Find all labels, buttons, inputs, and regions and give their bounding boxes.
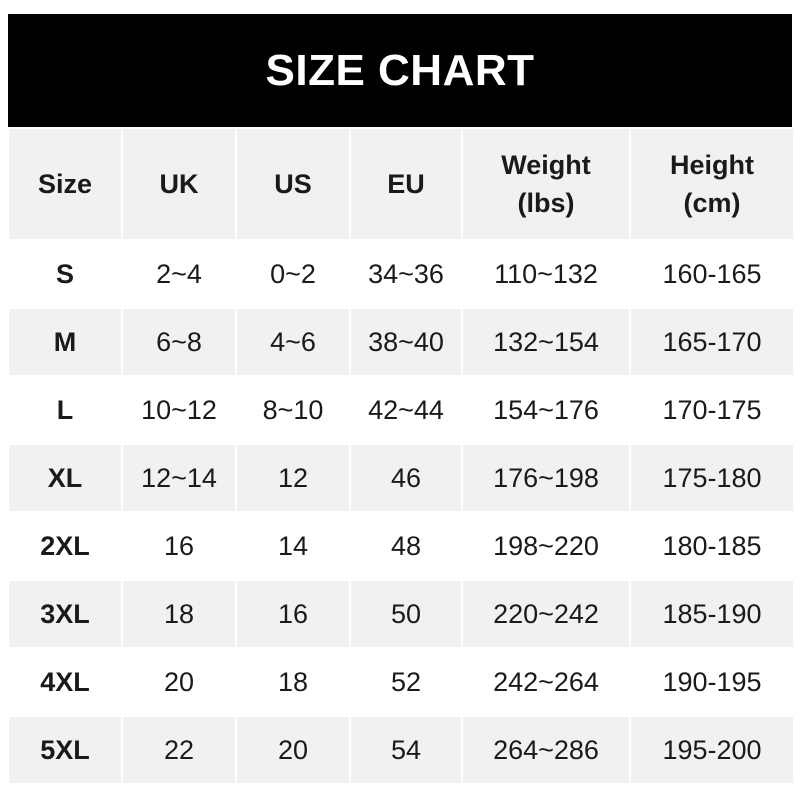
- cell-us: 4~6: [237, 309, 349, 375]
- column-header-label: US: [274, 169, 312, 199]
- cell-us: 18: [237, 649, 349, 715]
- cell-uk: 16: [123, 513, 235, 579]
- column-header-us: US: [237, 129, 349, 239]
- cell-eu: 54: [351, 717, 461, 783]
- cell-uk: 22: [123, 717, 235, 783]
- cell-eu: 52: [351, 649, 461, 715]
- table-row: M 6~8 4~6 38~40 132~154 165-170: [9, 309, 793, 375]
- cell-uk: 2~4: [123, 241, 235, 307]
- table-row: 4XL 20 18 52 242~264 190-195: [9, 649, 793, 715]
- cell-us: 8~10: [237, 377, 349, 443]
- cell-uk: 6~8: [123, 309, 235, 375]
- cell-weight: 242~264: [463, 649, 629, 715]
- cell-weight: 264~286: [463, 717, 629, 783]
- cell-weight: 154~176: [463, 377, 629, 443]
- table-row: S 2~4 0~2 34~36 110~132 160-165: [9, 241, 793, 307]
- table-row: XL 12~14 12 46 176~198 175-180: [9, 445, 793, 511]
- cell-uk: 12~14: [123, 445, 235, 511]
- cell-eu: 34~36: [351, 241, 461, 307]
- header-row: Size UK US EU Weight (lbs) Height (cm): [9, 129, 793, 239]
- cell-uk: 10~12: [123, 377, 235, 443]
- column-header-weight: Weight (lbs): [463, 129, 629, 239]
- column-header-height: Height (cm): [631, 129, 793, 239]
- cell-size: XL: [9, 445, 121, 511]
- column-header-eu: EU: [351, 129, 461, 239]
- cell-eu: 48: [351, 513, 461, 579]
- cell-height: 195-200: [631, 717, 793, 783]
- column-header-size: Size: [9, 129, 121, 239]
- cell-weight: 220~242: [463, 581, 629, 647]
- cell-uk: 20: [123, 649, 235, 715]
- cell-height: 170-175: [631, 377, 793, 443]
- cell-size: 4XL: [9, 649, 121, 715]
- size-chart-title: SIZE CHART: [8, 14, 792, 127]
- cell-height: 180-185: [631, 513, 793, 579]
- column-header-uk: UK: [123, 129, 235, 239]
- column-header-unit: (lbs): [517, 188, 575, 218]
- cell-height: 160-165: [631, 241, 793, 307]
- column-header-label: EU: [387, 169, 425, 199]
- cell-eu: 38~40: [351, 309, 461, 375]
- cell-size: 5XL: [9, 717, 121, 783]
- cell-weight: 176~198: [463, 445, 629, 511]
- size-chart-table: Size UK US EU Weight (lbs) Height (cm) S 2~4 0~2 3…: [7, 127, 795, 785]
- column-header-unit: (cm): [683, 188, 741, 218]
- cell-us: 16: [237, 581, 349, 647]
- table-row: 2XL 16 14 48 198~220 180-185: [9, 513, 793, 579]
- cell-us: 14: [237, 513, 349, 579]
- cell-height: 190-195: [631, 649, 793, 715]
- cell-eu: 50: [351, 581, 461, 647]
- cell-size: M: [9, 309, 121, 375]
- cell-weight: 110~132: [463, 241, 629, 307]
- cell-height: 165-170: [631, 309, 793, 375]
- cell-uk: 18: [123, 581, 235, 647]
- cell-size: S: [9, 241, 121, 307]
- column-header-label: Size: [37, 169, 93, 199]
- table-body: S 2~4 0~2 34~36 110~132 160-165 M 6~8 4~6 38~40 13…: [9, 241, 793, 783]
- table-row: 3XL 18 16 50 220~242 185-190: [9, 581, 793, 647]
- cell-size: 2XL: [9, 513, 121, 579]
- cell-eu: 46: [351, 445, 461, 511]
- cell-us: 12: [237, 445, 349, 511]
- cell-us: 0~2: [237, 241, 349, 307]
- column-header-label: Height: [670, 150, 754, 180]
- cell-height: 175-180: [631, 445, 793, 511]
- cell-weight: 132~154: [463, 309, 629, 375]
- column-header-label: Weight: [501, 150, 591, 180]
- table-row: 5XL 22 20 54 264~286 195-200: [9, 717, 793, 783]
- cell-eu: 42~44: [351, 377, 461, 443]
- cell-size: L: [9, 377, 121, 443]
- column-header-label: UK: [159, 169, 199, 199]
- cell-us: 20: [237, 717, 349, 783]
- cell-size: 3XL: [9, 581, 121, 647]
- cell-weight: 198~220: [463, 513, 629, 579]
- cell-height: 185-190: [631, 581, 793, 647]
- table-row: L 10~12 8~10 42~44 154~176 170-175: [9, 377, 793, 443]
